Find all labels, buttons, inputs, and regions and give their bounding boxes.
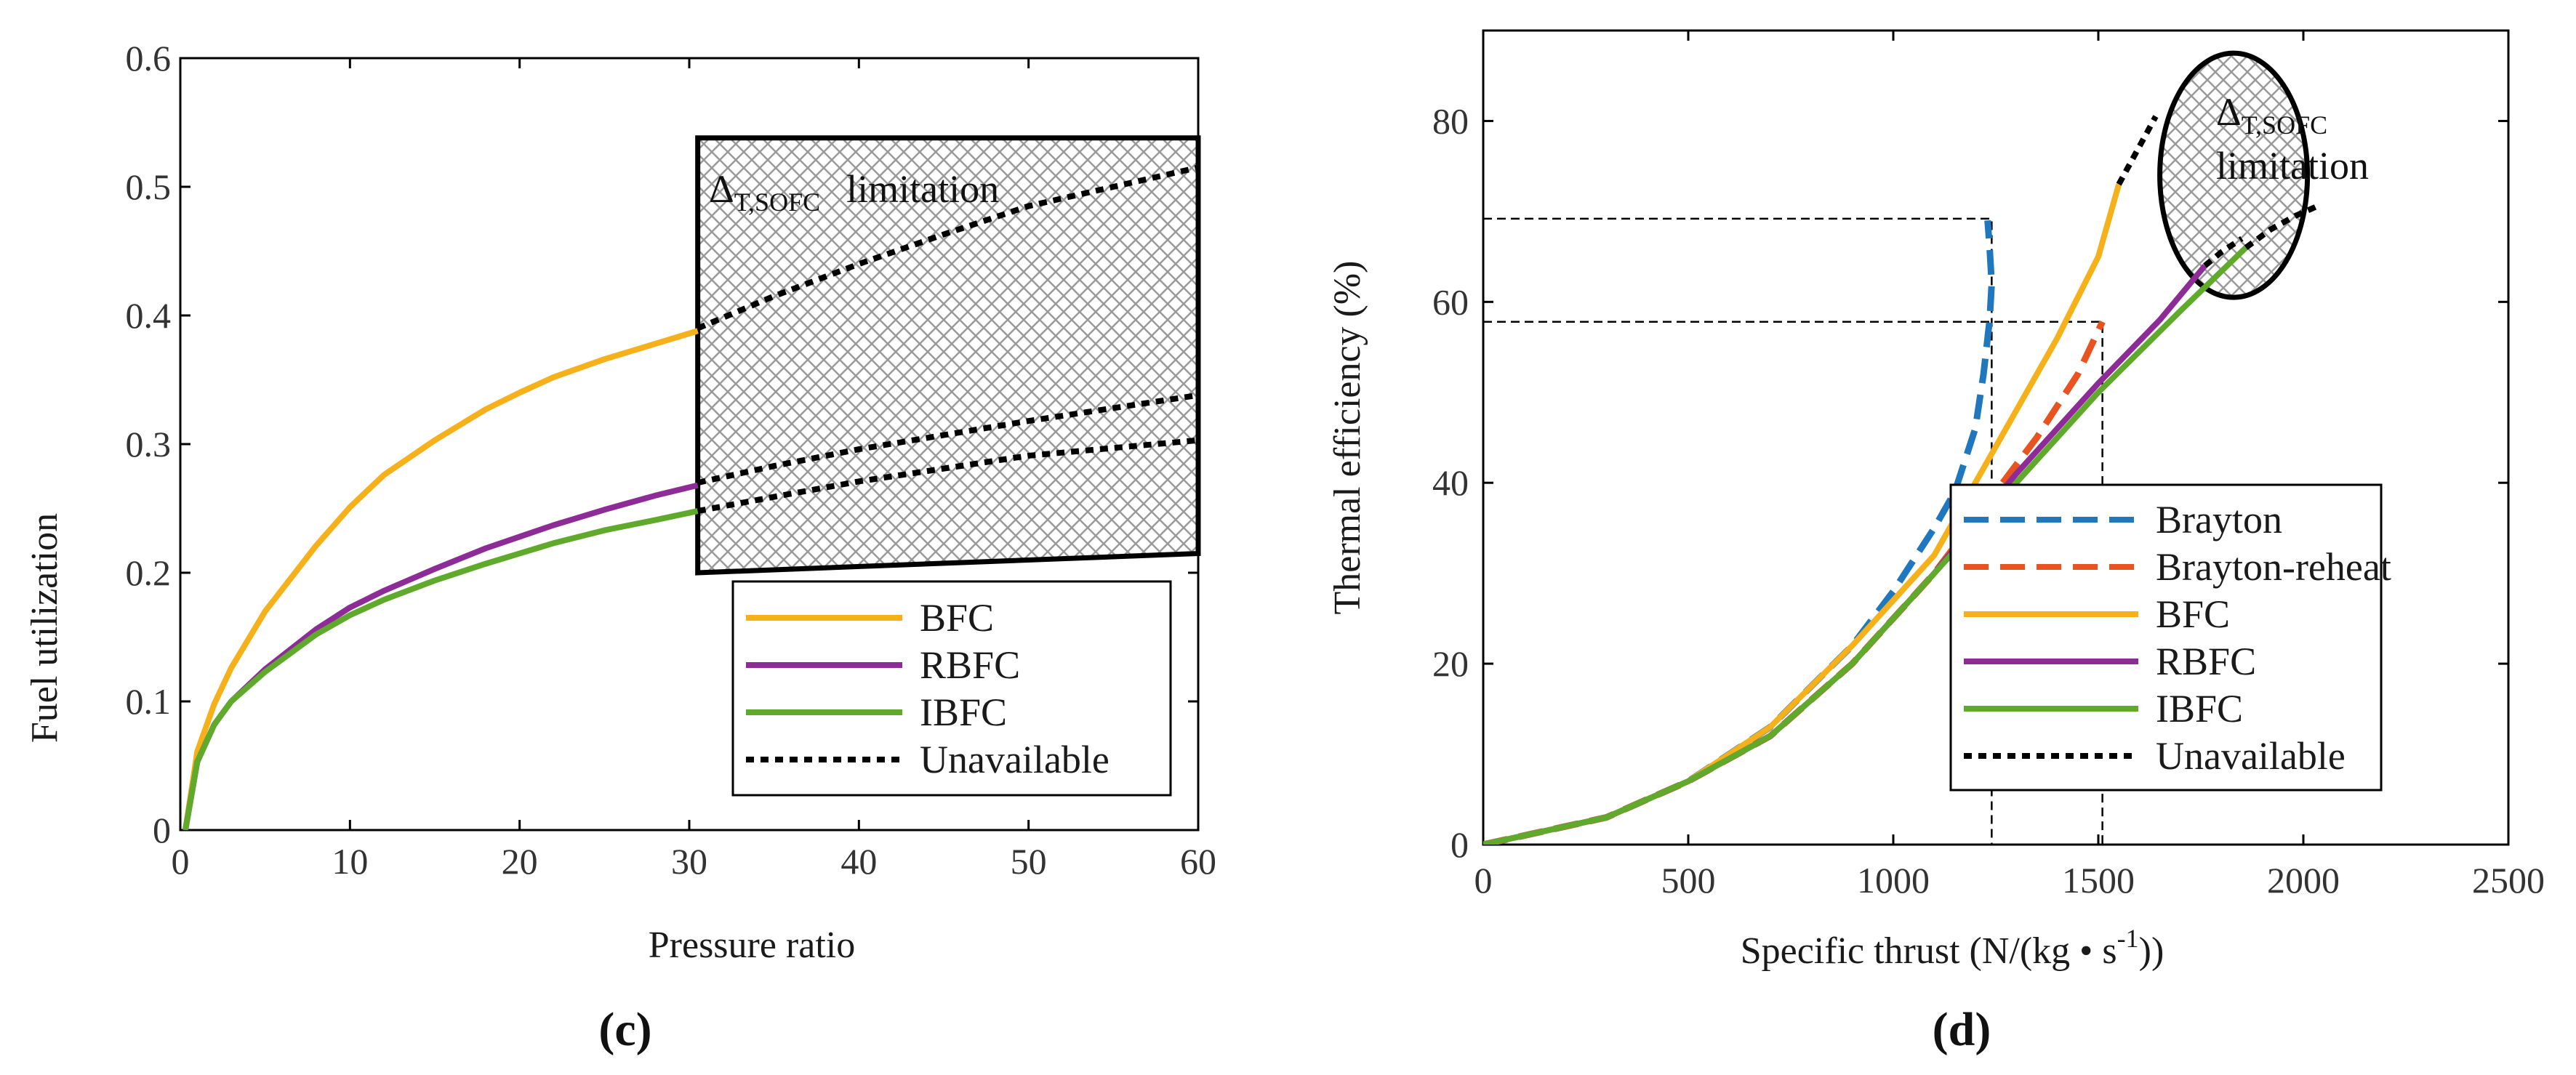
legend-label-unavailable: Unavailable <box>2156 734 2346 778</box>
y-tick-label: 0.4 <box>126 295 172 336</box>
limitation-annotation-c: ΔT,SOFC limitation <box>709 167 999 217</box>
panel-label-d: (d) <box>1933 1003 1991 1056</box>
y-tick-label: 0.3 <box>126 424 172 464</box>
limitation-annotation-d: ΔT,SOFC <box>2216 90 2327 140</box>
y-axis-label-c: Fuel utilization <box>24 513 65 743</box>
limitation-word: limitation <box>846 167 999 211</box>
chart-d: 0 500 1000 1500 2000 2500 0 20 40 60 80 ΔT,SOFC li… <box>1327 29 2545 1056</box>
legend-label-brayton: Brayton <box>2156 498 2282 541</box>
x-tick-label: 20 <box>502 841 538 882</box>
legend-label-brayton-reheat: Brayton-reheat <box>2156 545 2391 589</box>
y-tick-label: 0.6 <box>126 38 172 78</box>
x-tick-label: 30 <box>671 841 707 882</box>
series-line-unavailable <box>2203 235 2244 268</box>
x-axis-label-d: Specific thrust (N/(kg • s-1)) <box>1741 924 2164 972</box>
delta-subscript: T,SOFC <box>2242 110 2327 140</box>
legend-label-bfc: BFC <box>920 596 994 640</box>
series-line-ibfc <box>182 508 699 830</box>
y-tick-label: 60 <box>1432 281 1469 322</box>
legend-label-rbfc: RBFC <box>2156 640 2256 683</box>
series-line-ibfc <box>1483 245 2248 845</box>
y-tick-label: 0 <box>1450 824 1469 865</box>
chart-c: 0 10 20 30 40 50 60 0 0.1 0.2 0.3 0.4 0.5 0.6 ΔT,SOFC… <box>24 38 1216 1056</box>
x-axis-label-d-sup: -1 <box>2117 924 2139 953</box>
x-tick-label: 10 <box>332 841 368 882</box>
x-tick-label: 40 <box>840 841 877 882</box>
series-line-unavailable <box>697 392 1198 486</box>
x-axis-label-d-end: )) <box>2139 930 2164 972</box>
series-line-unavailable <box>2244 204 2317 250</box>
series-line-unavailable <box>697 437 1198 514</box>
limitation-region-c <box>695 135 1201 576</box>
legend-d: BraytonBrayton-reheatBFCRBFCIBFCUnavaila… <box>1949 483 2391 792</box>
y-tick-label: 0.2 <box>126 552 172 593</box>
y-tick-label: 80 <box>1432 100 1469 141</box>
x-tick-label: 1000 <box>1857 860 1930 901</box>
x-axis-label-d-main: Specific thrust (N/(kg • s <box>1741 930 2117 972</box>
x-tick-label: 60 <box>1180 841 1216 882</box>
y-tick-label: 20 <box>1432 643 1469 684</box>
x-axis-label-c: Pressure ratio <box>649 925 855 966</box>
y-tick-label: 0 <box>153 810 171 850</box>
y-tick-label: 40 <box>1432 462 1469 503</box>
x-tick-label: 0 <box>172 841 190 882</box>
delta-symbol: Δ <box>2216 90 2242 134</box>
x-tick-label: 2500 <box>2472 860 2545 901</box>
x-tick-label: 1500 <box>2062 860 2135 901</box>
legend-label-bfc: BFC <box>2156 592 2230 636</box>
y-axis-label-d: Thermal efficiency (%) <box>1327 261 1368 615</box>
x-tick-label: 0 <box>1474 860 1493 901</box>
delta-symbol: Δ <box>709 167 734 211</box>
x-tick-label: 50 <box>1011 841 1047 882</box>
legend-label-unavailable: Unavailable <box>920 738 1110 781</box>
y-tick-label: 0.5 <box>126 166 172 207</box>
limitation-region-d <box>2157 50 2311 300</box>
y-tick-label: 0.1 <box>126 681 172 722</box>
legend-label-rbfc: RBFC <box>920 643 1020 687</box>
x-tick-label: 500 <box>1661 860 1716 901</box>
series-line-bfc <box>182 328 699 830</box>
legend-box <box>1949 483 2383 792</box>
x-tick-label: 2000 <box>2267 860 2340 901</box>
series-line-unavailable <box>2116 115 2159 186</box>
series-line-unavailable <box>697 164 1198 331</box>
delta-subscript: T,SOFC <box>734 188 820 217</box>
legend-label-ibfc: IBFC <box>920 691 1007 734</box>
panel-label-c: (c) <box>598 1003 651 1056</box>
legend-label-ibfc: IBFC <box>2156 687 2243 730</box>
limitation-word-d: limitation <box>2216 144 2369 188</box>
